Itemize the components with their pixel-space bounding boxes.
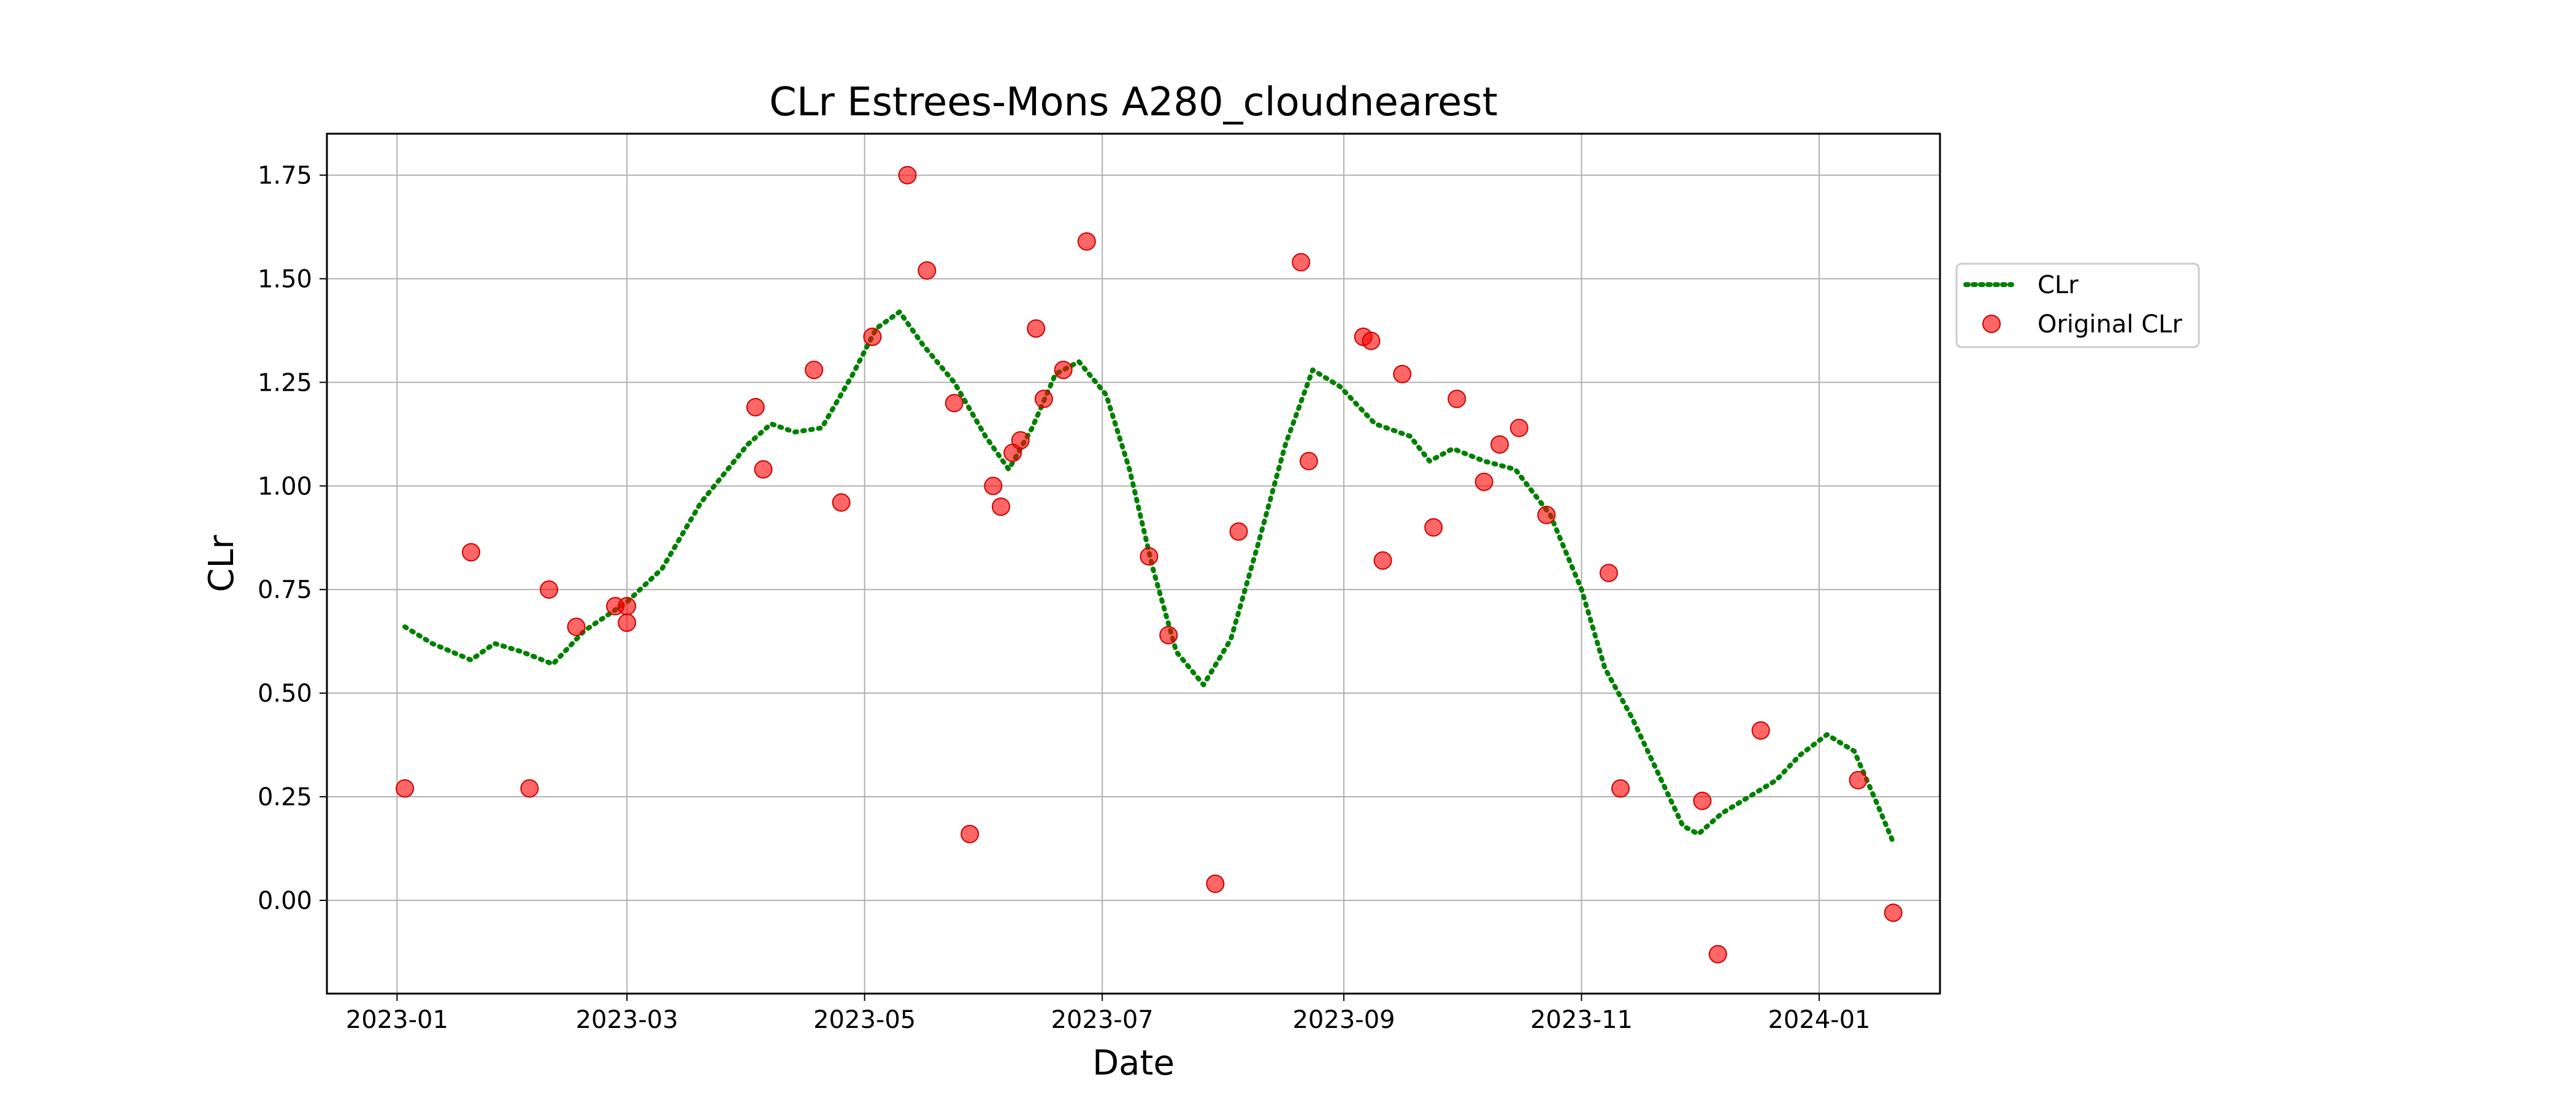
original-clr-point — [1393, 364, 1412, 383]
original-clr-point — [1884, 903, 1903, 922]
original-clr-point — [832, 493, 851, 512]
original-clr-point — [1751, 721, 1770, 740]
original-clr-point — [1077, 232, 1096, 251]
original-clr-point — [567, 618, 586, 636]
clr-line — [402, 309, 1896, 845]
original-clr-point — [960, 824, 979, 843]
original-clr-point — [1693, 791, 1712, 810]
x-tick-label: 2024-01 — [1768, 1006, 1870, 1034]
original-clr-point — [918, 261, 937, 280]
original-clr-point — [1490, 435, 1509, 454]
legend-label-original-clr: Original CLr — [2037, 310, 2182, 339]
original-clr-point — [1474, 472, 1493, 491]
y-tick-label: 0.00 — [258, 887, 312, 915]
y-axis-ticks: 0.00 0.25 0.50 0.75 1.00 1.25 1.50 1.75 — [258, 162, 327, 915]
original-clr-point — [1537, 505, 1556, 524]
y-tick-label: 1.75 — [258, 162, 312, 190]
y-tick-label: 0.25 — [258, 783, 312, 811]
original-clr-point — [1849, 771, 1868, 789]
original-clr-point — [1362, 331, 1381, 350]
y-tick-label: 0.75 — [258, 576, 312, 604]
x-axis-ticks: 2023-01 2023-03 2023-05 2023-07 2023-09 2023-… — [346, 994, 1871, 1034]
original-clr-point — [746, 397, 765, 416]
original-clr-point — [1292, 253, 1311, 272]
original-clr-point — [1027, 319, 1046, 338]
original-clr-point — [1206, 874, 1225, 893]
original-clr-point — [863, 328, 882, 347]
original-clr-point — [805, 361, 824, 380]
original-clr-point — [754, 460, 773, 479]
y-tick-label: 0.50 — [258, 680, 312, 708]
original-clr-point — [618, 613, 637, 632]
original-clr-point — [1140, 547, 1159, 566]
original-clr-point — [1373, 551, 1392, 570]
x-tick-label: 2023-07 — [1051, 1006, 1154, 1034]
plot-background — [327, 134, 1940, 994]
x-tick-label: 2023-09 — [1292, 1006, 1395, 1034]
original-clr-point — [945, 394, 964, 413]
original-clr-point — [992, 497, 1010, 516]
plot-area: 2023-01 2023-03 2023-05 2023-07 2023-09 2023-… — [258, 132, 1941, 1034]
original-clr-point — [898, 166, 917, 185]
legend-label-clr: CLr — [2037, 271, 2079, 299]
original-clr-point — [1011, 431, 1030, 450]
plot-frame — [326, 132, 1941, 995]
original-clr-point — [1034, 389, 1053, 408]
original-clr-point — [1229, 522, 1248, 541]
original-clr-point — [396, 779, 415, 798]
clr-line-series — [402, 309, 1896, 845]
x-tick-label: 2023-01 — [346, 1006, 448, 1034]
original-clr-point — [1509, 418, 1528, 437]
x-axis-label: Date — [1092, 1043, 1175, 1083]
grid — [327, 134, 1940, 994]
original-clr-point — [618, 597, 637, 616]
y-tick-label: 1.00 — [258, 472, 312, 500]
legend-box — [1955, 263, 2200, 348]
original-clr-point — [1299, 451, 1318, 470]
y-tick-label: 1.50 — [258, 265, 312, 293]
original-clr-point — [520, 779, 539, 798]
original-clr-point — [1611, 779, 1630, 798]
original-clr-point — [462, 543, 480, 562]
original-clr-point — [1600, 564, 1618, 583]
x-tick-label: 2023-03 — [576, 1006, 678, 1034]
chart-title: CLr Estrees-Mons A280_cloudnearest — [769, 80, 1498, 125]
original-clr-point — [1424, 518, 1443, 537]
y-axis-label: CLr — [202, 534, 242, 592]
original-clr-point — [984, 477, 1003, 496]
legend: CLr Original CLr — [1955, 263, 2200, 348]
y-tick-label: 1.25 — [258, 369, 312, 397]
x-tick-label: 2023-11 — [1530, 1006, 1633, 1034]
legend-original-clr-marker — [1982, 315, 2001, 333]
original-clr-point — [540, 580, 559, 599]
original-clr-point — [1159, 626, 1178, 645]
original-clr-point — [1708, 945, 1727, 964]
original-clr-point — [1447, 389, 1466, 408]
x-tick-label: 2023-05 — [813, 1006, 916, 1034]
original-clr-point — [1054, 361, 1073, 380]
original-clr-scatter-series — [396, 166, 1903, 964]
